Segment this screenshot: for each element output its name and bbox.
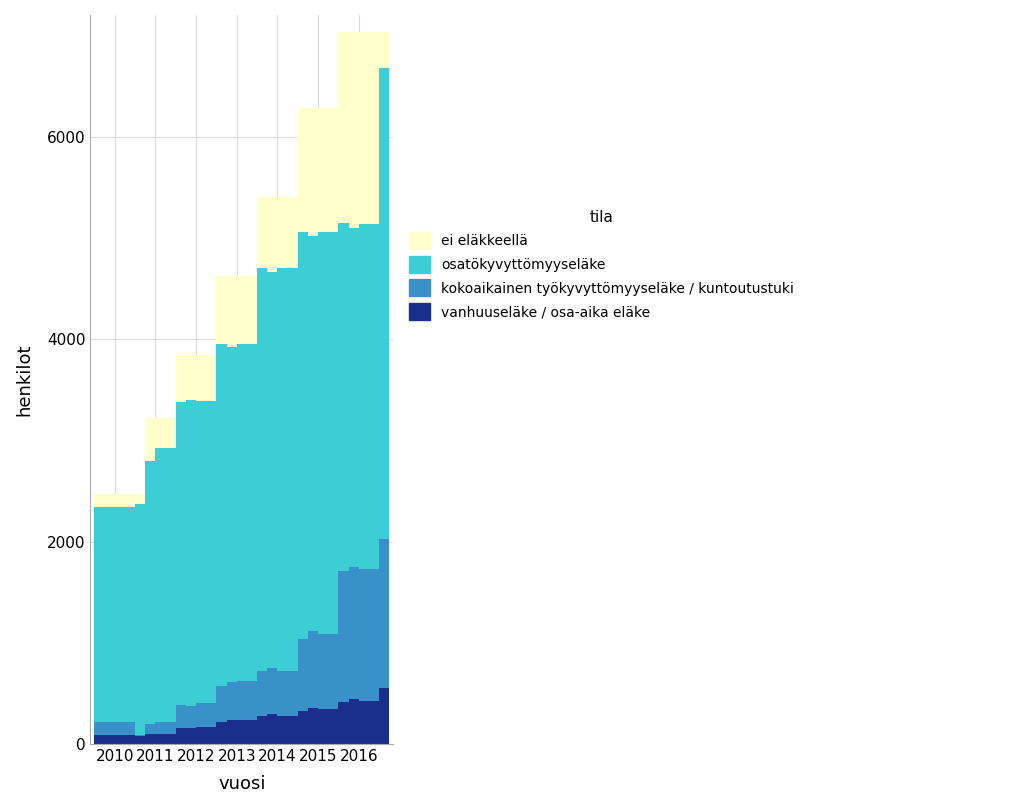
Bar	[278, 671, 298, 716]
Bar	[348, 32, 358, 228]
Bar	[237, 720, 257, 744]
Bar	[339, 222, 348, 571]
Bar	[94, 735, 135, 744]
Bar	[339, 702, 348, 744]
Bar	[379, 32, 389, 68]
Bar	[186, 728, 197, 744]
Bar	[216, 276, 226, 344]
Bar	[348, 700, 358, 744]
Bar	[379, 68, 389, 539]
Bar	[186, 400, 197, 706]
Legend: ei eläkkeellä, osatökyvyttömyyseläke, kokoaikainen työkyvyttömyyseläke / kuntout: ei eläkkeellä, osatökyvyttömyyseläke, ko…	[403, 204, 800, 326]
Bar	[318, 232, 339, 634]
Bar	[94, 494, 135, 507]
Bar	[379, 539, 389, 688]
Bar	[176, 728, 186, 744]
Bar	[156, 722, 176, 734]
Bar	[197, 356, 216, 401]
Bar	[318, 709, 339, 744]
Bar	[278, 197, 298, 268]
Bar	[267, 272, 278, 667]
Y-axis label: henkilot: henkilot	[15, 343, 33, 416]
Bar	[257, 268, 267, 671]
Bar	[278, 268, 298, 671]
Bar	[308, 630, 318, 708]
Bar	[226, 347, 237, 682]
Bar	[197, 401, 216, 703]
Bar	[145, 461, 156, 724]
Bar	[348, 228, 358, 567]
Bar	[267, 197, 278, 272]
Bar	[298, 638, 308, 710]
Bar	[298, 108, 308, 232]
Bar	[216, 722, 226, 744]
Bar	[156, 734, 176, 744]
Bar	[135, 494, 145, 504]
Bar	[379, 688, 389, 744]
Bar	[135, 504, 145, 735]
Bar	[186, 706, 197, 728]
Bar	[318, 108, 339, 232]
Bar	[358, 570, 379, 701]
Bar	[308, 108, 318, 236]
Bar	[186, 356, 197, 400]
Bar	[156, 418, 176, 448]
Bar	[237, 276, 257, 344]
Bar	[145, 724, 156, 734]
Bar	[156, 448, 176, 722]
Bar	[135, 736, 145, 744]
Bar	[216, 344, 226, 686]
Bar	[267, 667, 278, 714]
Bar	[358, 701, 379, 744]
Bar	[257, 671, 267, 716]
Bar	[267, 714, 278, 744]
Bar	[216, 686, 226, 722]
Bar	[176, 402, 186, 705]
Bar	[145, 418, 156, 461]
Bar	[308, 708, 318, 744]
X-axis label: vuosi: vuosi	[218, 775, 265, 793]
Bar	[339, 32, 348, 222]
Bar	[226, 276, 237, 347]
Bar	[358, 32, 379, 224]
Bar	[278, 716, 298, 744]
Bar	[145, 734, 156, 744]
Bar	[257, 197, 267, 268]
Bar	[94, 507, 135, 722]
Bar	[176, 705, 186, 728]
Bar	[257, 716, 267, 744]
Bar	[226, 720, 237, 744]
Bar	[226, 682, 237, 720]
Bar	[135, 735, 145, 736]
Bar	[298, 710, 308, 744]
Bar	[318, 634, 339, 709]
Bar	[197, 703, 216, 727]
Bar	[339, 571, 348, 702]
Bar	[176, 356, 186, 402]
Bar	[237, 344, 257, 681]
Bar	[298, 232, 308, 638]
Bar	[308, 236, 318, 630]
Bar	[237, 681, 257, 720]
Bar	[94, 722, 135, 735]
Bar	[348, 567, 358, 700]
Bar	[197, 727, 216, 744]
Bar	[358, 224, 379, 570]
